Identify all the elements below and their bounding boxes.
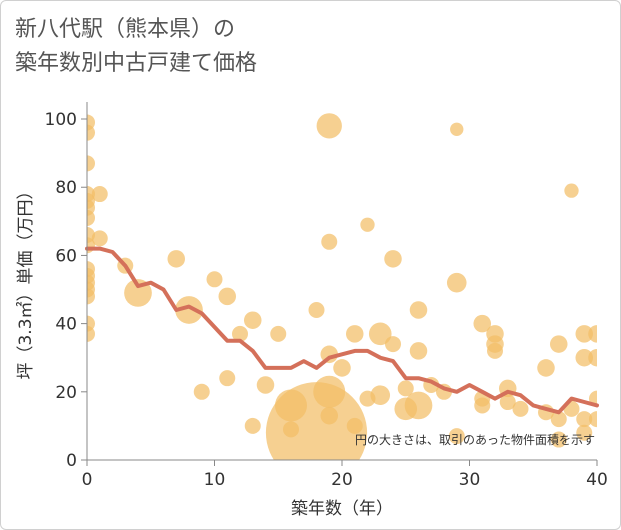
scatter-point <box>446 272 467 293</box>
scatter-point <box>87 288 95 305</box>
line-layer <box>85 246 599 415</box>
scatter-point <box>316 113 342 139</box>
chart-title: 新八代駅（熊本県）の 築年数別中古戸建て価格 <box>15 13 257 81</box>
scatter-point <box>313 375 346 408</box>
scatter-point <box>589 411 597 428</box>
scatter-point <box>385 336 401 353</box>
y-tick-label: 20 <box>55 383 77 403</box>
scatter-point <box>474 397 491 414</box>
scatter-point <box>91 230 108 247</box>
scatter-point <box>448 428 465 445</box>
scatter-point <box>588 325 597 343</box>
scatter-point <box>394 397 418 421</box>
scatter-point <box>473 314 492 333</box>
scatter-point <box>232 325 248 342</box>
chart-title-line-2: 築年数別中古戸建て価格 <box>15 51 258 76</box>
scatter-point <box>550 431 567 448</box>
scatter-point <box>345 325 364 343</box>
scatter-point <box>384 250 402 268</box>
y-tick-label: 100 <box>45 110 77 130</box>
scatter-point <box>549 335 568 353</box>
scatter-point <box>487 342 503 359</box>
series-line-average <box>85 246 599 415</box>
scatter-point <box>537 359 555 377</box>
y-tick-label: 60 <box>55 246 77 266</box>
scatter-point <box>346 417 363 434</box>
scatter-point <box>550 411 567 428</box>
x-axis-label: 築年数（年） <box>291 499 393 519</box>
size-note: 円の大きさは、取引のあった物件面積を示す <box>355 432 595 447</box>
x-tick-label: 20 <box>331 470 353 490</box>
scatter-point <box>243 311 262 329</box>
scatter-point <box>320 406 339 425</box>
scatter-point <box>270 325 287 342</box>
scatter-point <box>575 325 594 343</box>
scatter-point <box>588 348 597 367</box>
scatter-point <box>397 380 414 397</box>
x-tick-label: 0 <box>82 470 93 490</box>
scatter-point <box>283 421 299 438</box>
scatter-point <box>512 400 529 417</box>
scatter-point <box>256 376 275 394</box>
y-tick-label: 0 <box>66 451 77 471</box>
scatter-point <box>218 287 237 306</box>
scatter-point <box>193 383 210 400</box>
scatter-point <box>409 301 428 319</box>
scatter-point <box>91 186 108 203</box>
scatter-point <box>359 390 376 407</box>
x-tick-label: 10 <box>204 470 226 490</box>
x-tick-label: 40 <box>586 470 608 490</box>
scatter-point <box>175 296 203 324</box>
scatter-point <box>87 209 95 226</box>
scatter-point <box>167 250 186 268</box>
scatter-point <box>409 342 428 360</box>
scatter-point <box>360 217 375 232</box>
x-tick-label: 30 <box>459 470 481 490</box>
y-tick-label: 80 <box>55 178 77 198</box>
scatter-point <box>564 183 579 198</box>
scatter-point <box>308 301 325 318</box>
ticks: 0 20 40 60 80 100 0 10 20 30 40 <box>45 110 608 490</box>
scatter-point <box>275 389 307 422</box>
chart-title-line-1: 新八代駅（熊本県）の <box>15 17 236 42</box>
scatter-point <box>87 155 95 172</box>
scatter-point <box>321 233 338 250</box>
scatter-point <box>368 322 392 346</box>
scatter-point <box>244 417 261 434</box>
scatter-point <box>576 424 593 441</box>
scatter-point <box>87 124 95 141</box>
y-tick-label: 40 <box>55 315 77 335</box>
bubble-layer <box>87 113 597 460</box>
scatter-point <box>87 325 95 342</box>
y-axis-label: 坪（3.3㎡）単価（万円） <box>16 182 36 379</box>
scatter-point <box>206 271 223 288</box>
scatter-point <box>219 370 236 387</box>
scatter-point <box>575 348 594 367</box>
scatter-point <box>576 411 593 428</box>
scatter-point <box>499 394 516 411</box>
scatter-point <box>450 122 464 136</box>
scatter-point <box>333 359 351 377</box>
